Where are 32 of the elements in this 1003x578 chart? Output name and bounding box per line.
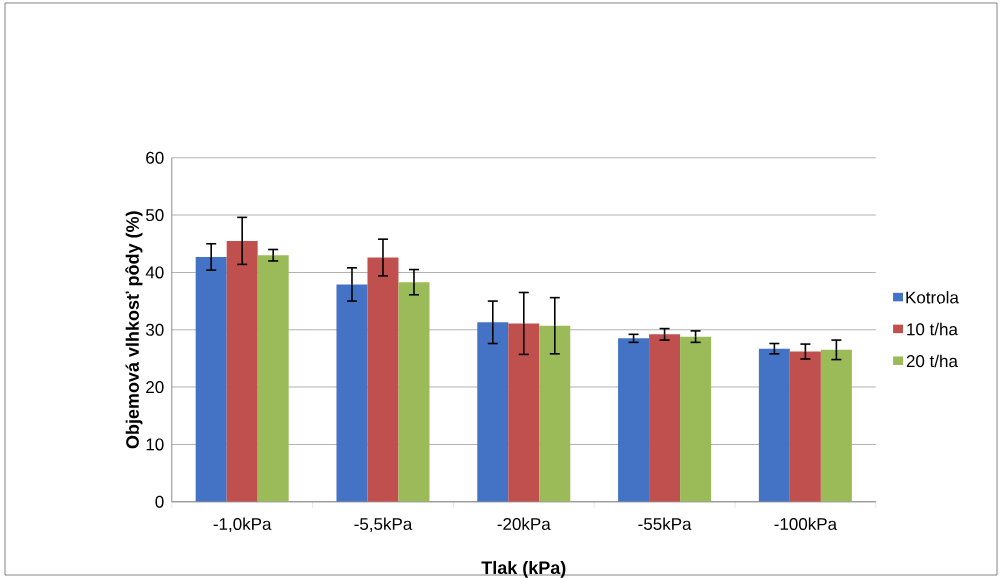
bar [508,323,540,502]
y-tick-label: 30 [145,323,164,336]
bar [367,257,399,502]
x-tick-label: -1,0kPa [213,517,272,533]
bar [618,338,650,502]
x-tick-label: -5,5kPa [354,517,413,533]
bar [195,256,227,502]
y-tick-label: 10 [146,438,164,451]
bar [539,325,571,502]
bar [789,351,821,502]
y-axis-title: Objemová vlhkosť pôdy (%) [125,211,143,449]
bar [649,334,681,502]
y-tick-label: 50 [146,209,164,222]
bar [758,348,790,502]
x-tick-label: -55kPa [638,517,692,531]
bar [226,240,258,502]
x-axis-title: Tlak (kPa) [481,560,566,578]
bar [820,349,852,502]
bar [257,255,289,502]
x-tick-label: -100kPa [774,517,838,531]
legend-label: 10 t/ha [907,322,958,336]
bar [336,284,368,502]
bar [680,336,712,502]
y-tick-label: 40 [145,266,164,279]
bar [477,322,509,502]
legend-label: Kotrola [906,291,959,304]
legend-label: 20 t/ha [906,354,958,368]
bar [398,282,430,502]
y-tick-label: 0 [155,495,164,508]
y-tick-label: 20 [146,381,164,394]
y-tick-label: 60 [146,151,164,164]
x-tick-label: -20kPa [497,517,551,531]
